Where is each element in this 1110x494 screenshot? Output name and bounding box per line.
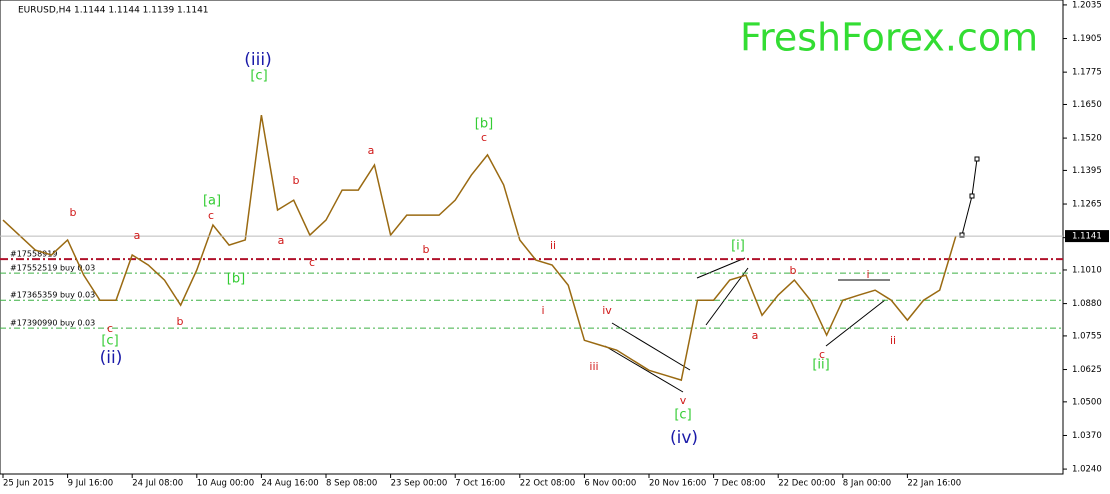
- wave-label: b: [70, 206, 77, 219]
- wave-label: ii: [890, 334, 896, 347]
- x-tick-label: 8 Jan 00:00: [843, 479, 891, 489]
- y-tick-label: 1.1010: [1072, 265, 1102, 275]
- wave-label: [c]: [101, 334, 118, 349]
- wave-label: a: [278, 234, 285, 247]
- x-tick-label: 9 Jul 16:00: [68, 479, 114, 489]
- y-tick-label: 1.1905: [1072, 34, 1102, 44]
- order-label: #17390990 buy 0.03: [10, 319, 95, 328]
- x-tick-label: 22 Oct 08:00: [520, 479, 575, 489]
- wave-label: [i]: [731, 239, 745, 254]
- x-tick-label: 8 Sep 08:00: [326, 479, 377, 489]
- projection-point: [974, 156, 980, 162]
- x-tick-label: 24 Aug 16:00: [261, 479, 318, 489]
- wave-label: (iv): [670, 428, 698, 448]
- trend-lines: [604, 156, 980, 393]
- x-tick-label: 22 Dec 00:00: [778, 479, 835, 489]
- order-label: #17552519 buy 0.03: [10, 264, 95, 273]
- wave-label: [c]: [674, 408, 691, 423]
- wave-label: [b]: [227, 272, 245, 287]
- channel-line: [825, 299, 886, 347]
- y-tick-label: 1.2035: [1072, 0, 1102, 10]
- wave-label: c: [107, 322, 113, 335]
- wave-label: a: [368, 144, 375, 157]
- y-tick-label: 1.0880: [1072, 299, 1102, 309]
- y-tick-label: 1.1775: [1072, 68, 1102, 78]
- x-tick-label: 10 Aug 00:00: [197, 479, 254, 489]
- channel-line: [611, 322, 691, 371]
- chart-title: EURUSD,H4 1.1144 1.1144 1.1139 1.1141: [18, 6, 209, 16]
- wave-label: b: [790, 264, 797, 277]
- x-tick-label: 24 Jul 08:00: [132, 479, 183, 489]
- x-tick-label: 7 Dec 08:00: [714, 479, 766, 489]
- channel-line: [696, 257, 746, 279]
- wave-label: i: [866, 268, 869, 281]
- projection-point: [959, 232, 965, 238]
- x-tick-label: 20 Nov 16:00: [649, 479, 706, 489]
- wave-label: b: [177, 315, 184, 328]
- y-tick-label: 1.1395: [1072, 166, 1102, 176]
- wave-label: (iii): [244, 50, 271, 70]
- y-tick-label: 1.1265: [1072, 200, 1102, 210]
- wave-label: c: [819, 348, 825, 361]
- wave-label: c: [481, 131, 487, 144]
- wave-label: [b]: [475, 117, 493, 132]
- price-line: [2, 114, 957, 382]
- wave-label: c: [309, 256, 315, 269]
- y-tick-label: 1.0370: [1072, 431, 1102, 441]
- order-label: #17558919: [10, 250, 57, 259]
- y-tick-label: 1.0625: [1072, 365, 1102, 375]
- x-tick-label: 22 Jan 16:00: [907, 479, 961, 489]
- wave-label: v: [680, 394, 687, 407]
- order-label: #17365359 buy 0.03: [10, 291, 95, 300]
- y-tick-label: 1.1650: [1072, 100, 1102, 110]
- wave-label: iii: [589, 360, 598, 373]
- wave-label: b: [293, 174, 300, 187]
- x-tick-label: 6 Nov 00:00: [584, 479, 636, 489]
- wave-label: a: [134, 229, 141, 242]
- y-tick-label: 1.0755: [1072, 331, 1102, 341]
- projection-point: [969, 193, 975, 199]
- y-tick-label: 1.1520: [1072, 134, 1102, 144]
- wave-label: a: [752, 329, 759, 342]
- wave-label: c: [208, 209, 214, 222]
- y-tick-label: 1.0240: [1072, 465, 1102, 475]
- watermark: FreshForex.com: [740, 16, 1038, 60]
- plot-frame: [0, 0, 1064, 475]
- current-price-box: [1065, 230, 1109, 243]
- wave-label: [c]: [250, 69, 267, 84]
- wave-label: ii: [550, 239, 556, 252]
- y-tick-label: 1.0500: [1072, 397, 1102, 407]
- wave-label: b: [423, 243, 430, 256]
- x-tick-label: 25 Jun 2015: [3, 479, 54, 489]
- x-tick-label: 23 Sep 00:00: [391, 479, 448, 489]
- wave-label: (ii): [100, 348, 123, 368]
- channel-line: [705, 267, 749, 326]
- wave-label: iv: [602, 304, 612, 317]
- current-price-label: 1.1141: [1072, 232, 1102, 242]
- x-tick-label: 7 Oct 16:00: [455, 479, 505, 489]
- channel-line: [604, 345, 684, 393]
- wave-label: [ii]: [812, 358, 829, 373]
- wave-label: [a]: [203, 194, 221, 209]
- wave-label: i: [541, 304, 544, 317]
